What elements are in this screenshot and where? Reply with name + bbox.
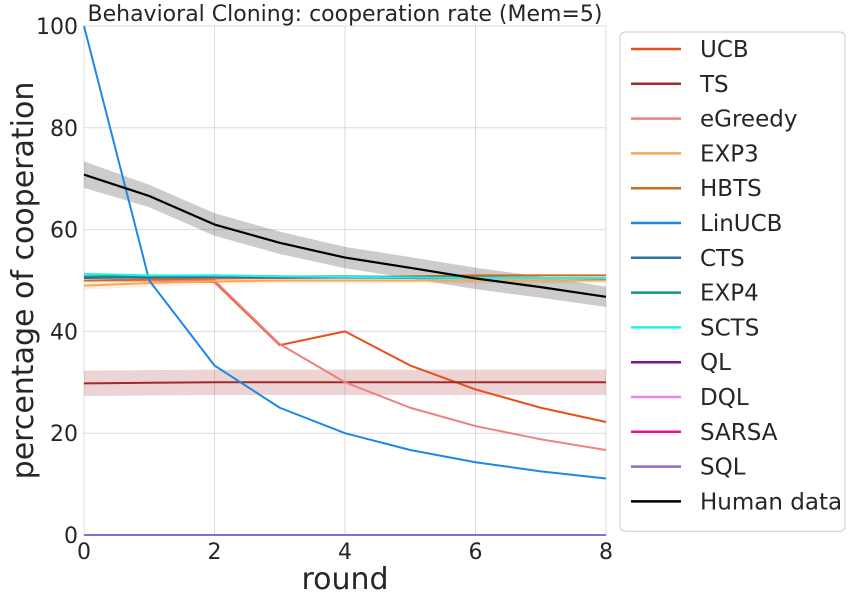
legend-label-scts: SCTS [700,315,759,341]
legend-label-ql: QL [700,350,731,376]
legend-label-ts: TS [699,72,729,98]
legend: UCB TS eGreedy EXP3 HBTS LinUCB CTS EXP4 SCTS QL D… [619,31,846,532]
legend-label-egreedy: eGreedy [700,107,797,133]
x-tick-label: 8 [599,540,613,565]
legend-label-exp3: EXP3 [700,141,759,167]
y-tick-label: 0 [64,524,78,549]
y-tick-label: 20 [50,422,78,447]
legend-label-dql: DQL [700,385,749,411]
x-tick-label: 4 [338,540,352,565]
legend-label-human-data: Human data [700,489,842,515]
x-tick-label: 0 [77,540,91,565]
legend-label-hbts: HBTS [700,176,762,202]
series-line-human-data [83,173,607,298]
band-human-data [84,161,606,307]
y-tick-label: 60 [50,219,78,244]
legend-box [619,31,846,532]
x-tick-label: 2 [208,540,222,565]
y-axis-label: percentage of cooperation [6,82,41,480]
legend-label-sql: SQL [700,455,746,481]
legend-label-ucb: UCB [700,37,749,63]
y-tick-label: 80 [50,117,78,142]
x-axis-label: round [301,562,388,597]
chart-title: Behavioral Cloning: cooperation rate (Me… [88,2,603,27]
x-tick-label: 6 [469,540,483,565]
legend-label-exp4: EXP4 [700,281,759,307]
series-line-exp3 [83,279,606,287]
legend-label-linucb: LinUCB [700,211,782,237]
series-line-linucb [83,25,607,480]
y-tick-label: 100 [36,15,78,40]
series-lines [83,25,607,536]
series-line-egreedy [84,279,607,451]
legend-label-sarsa: SARSA [700,420,778,446]
legend-label-cts: CTS [700,246,745,272]
y-tick-label: 40 [50,320,78,345]
series-line-scts [83,272,606,279]
